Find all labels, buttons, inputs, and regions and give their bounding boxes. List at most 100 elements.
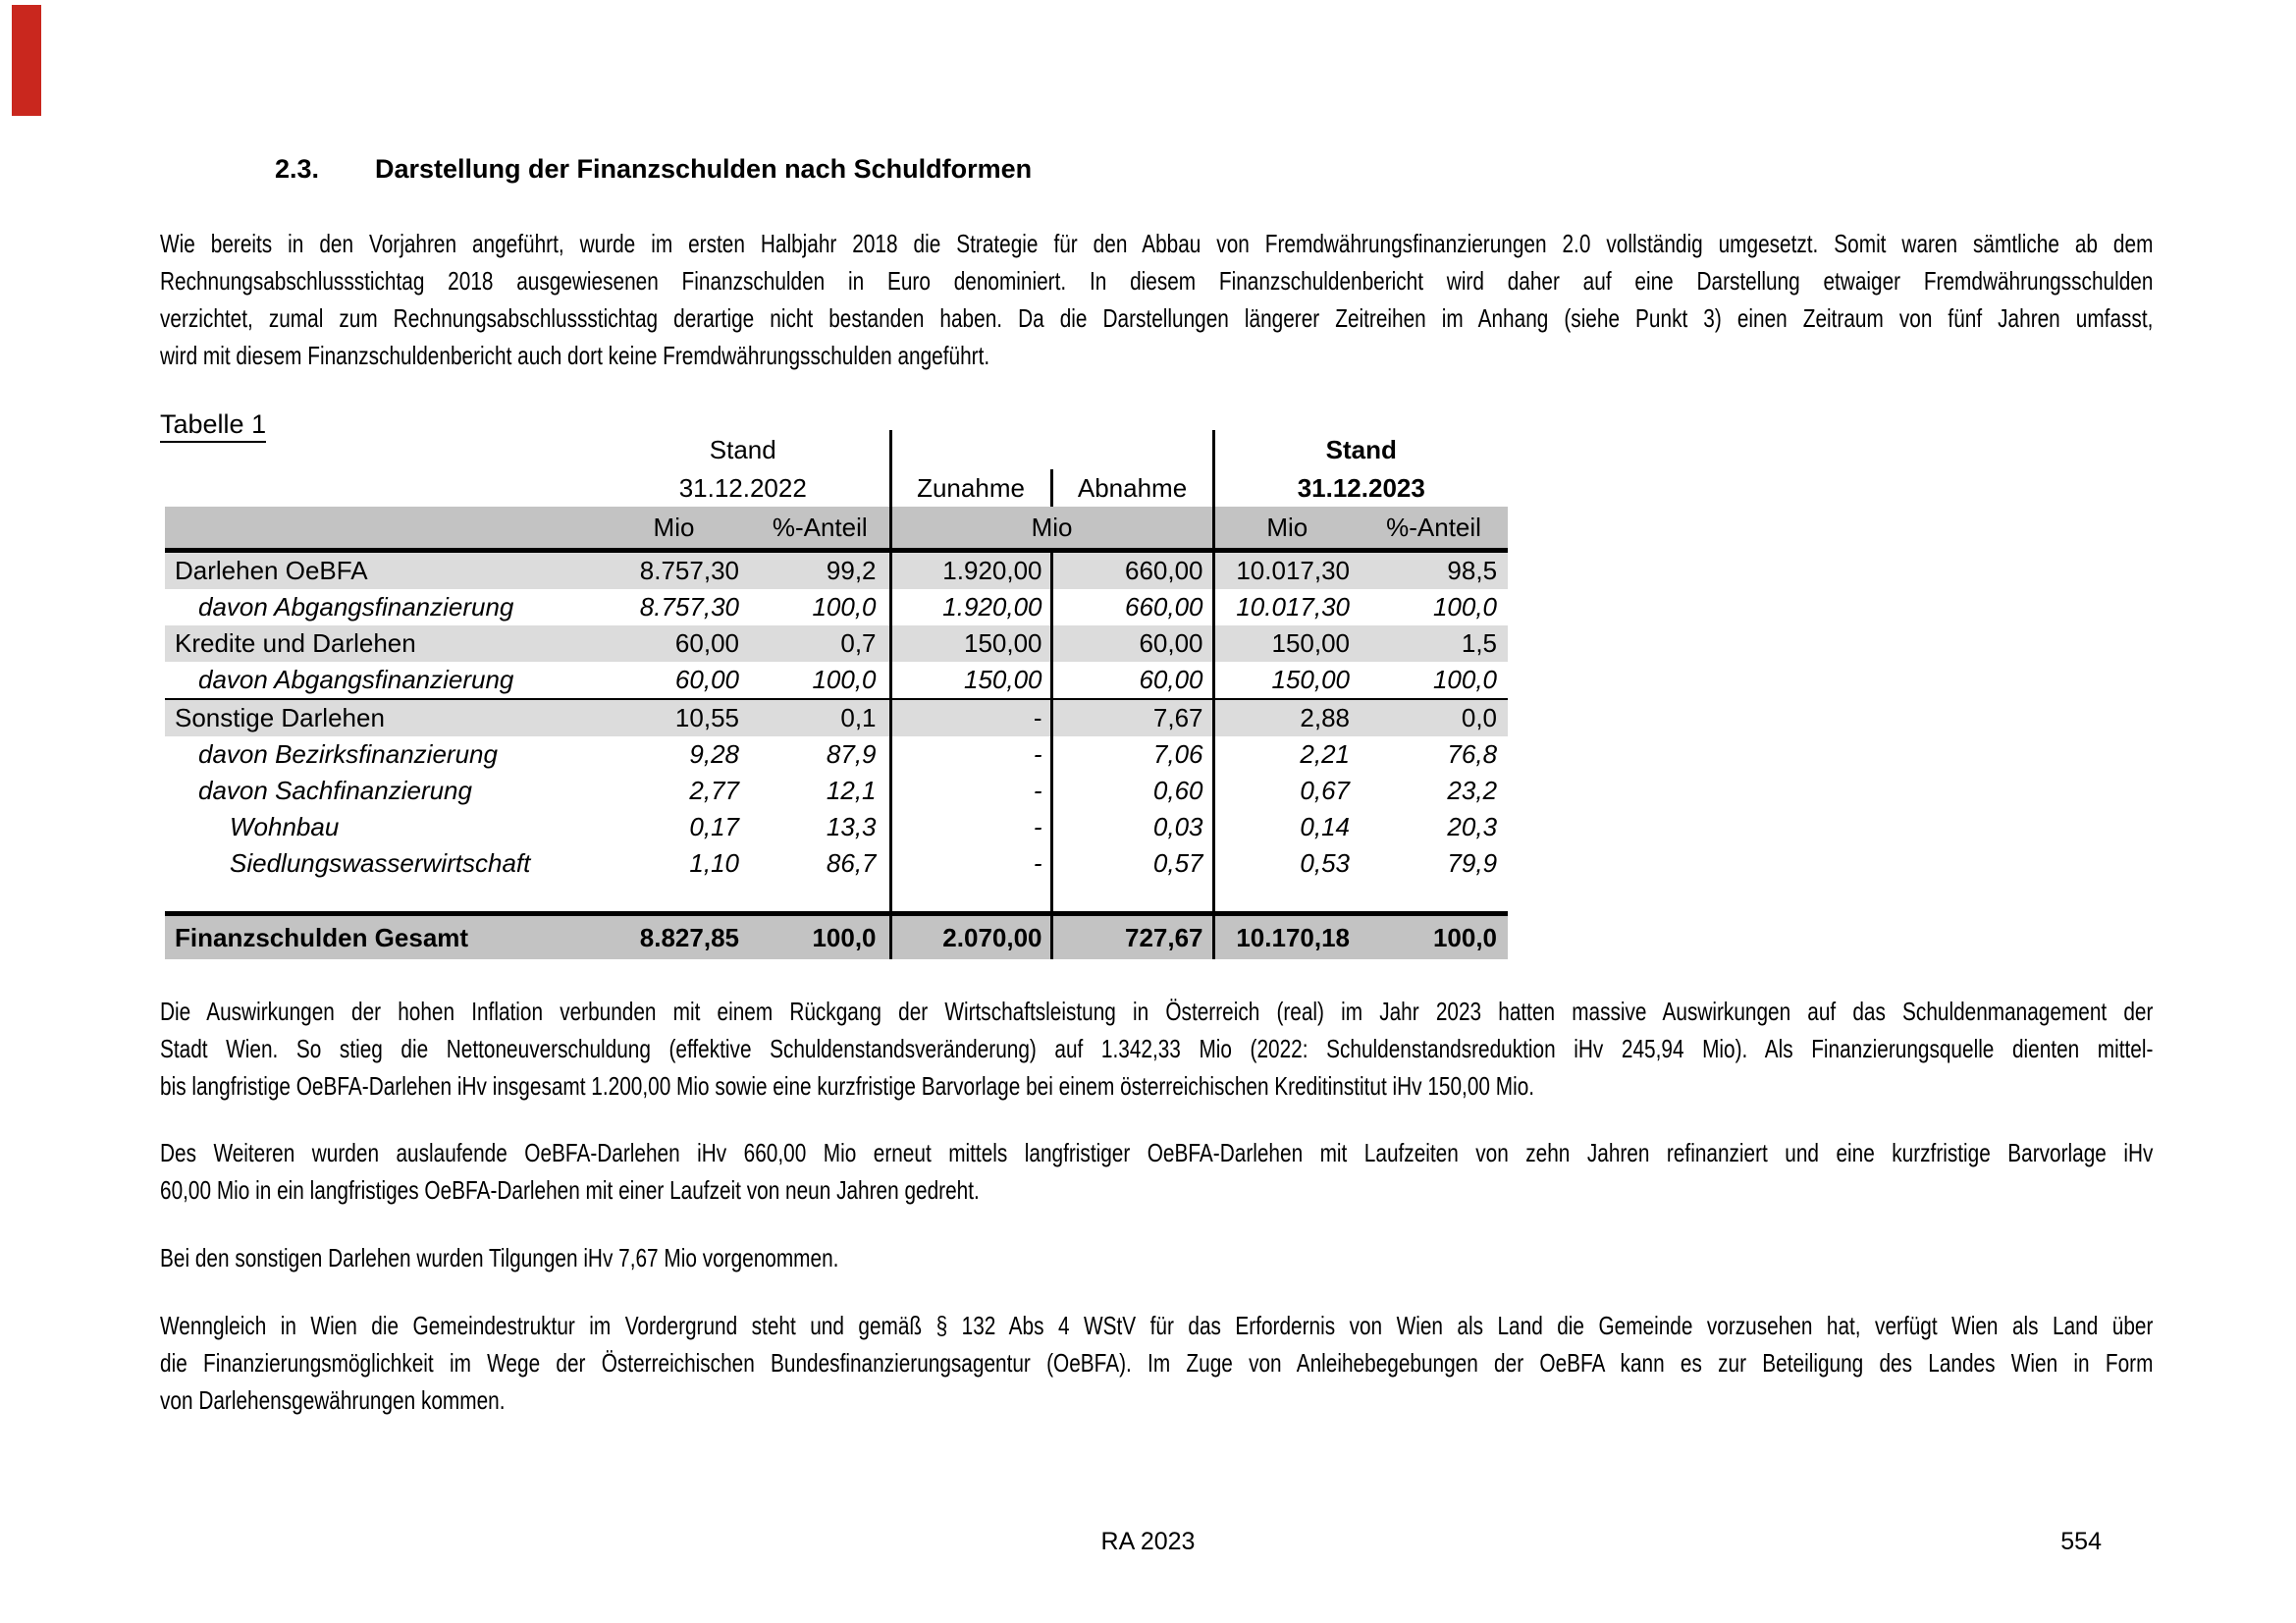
cell-value: 60,00: [597, 625, 751, 662]
table-body: Darlehen OeBFA 8.757,30 99,2 1.920,00 660,00…: [165, 550, 1509, 959]
paragraph-intro: Wie bereits in den Vorjahren angeführt, …: [160, 225, 2153, 374]
table-row: davon Abgangsfinanzierung 60,00 100,0 150,0…: [165, 662, 1508, 699]
paragraph-line: Wenngleich in Wien die Gemeindestruktur …: [160, 1311, 2154, 1340]
cell-value: 1.920,00: [888, 550, 1052, 589]
paragraph-line: Stadt Wien. So stieg die Nettoneuverschu…: [160, 1034, 2154, 1063]
header-empty-cell: [165, 507, 597, 553]
paragraph-line: Die Auswirkungen der hohen Inflation ver…: [160, 997, 2154, 1026]
paragraph-line: Des Weiteren wurden auslaufende OeBFA-Da…: [160, 1138, 2154, 1167]
table-row: Siedlungswasserwirtschaft 1,10 86,7-0,57 0,…: [165, 845, 1508, 882]
cell-value: 60,00: [1049, 625, 1214, 662]
header-mio-change: Mio: [888, 507, 1214, 553]
cell-value: -: [888, 809, 1052, 845]
paragraph-line: von Darlehensgewährungen kommen.: [160, 1385, 506, 1415]
cell-value: 100,0: [812, 665, 877, 694]
cell-value: 100,0: [1360, 911, 1509, 959]
footer-title: RA 2023: [1100, 1528, 1196, 1555]
cell-value: 0,17: [689, 812, 739, 841]
cell-value: 150,00: [1211, 662, 1361, 699]
header-empty-cell: [165, 469, 597, 507]
cell-value: -: [888, 698, 1052, 736]
cell-value: [1211, 882, 1361, 914]
cell-value: 150,00: [888, 662, 1052, 699]
header-date-2023: 31.12.2023: [1211, 469, 1509, 507]
paragraph-line: bis langfristige OeBFA-Darlehen iHv insg…: [160, 1071, 1535, 1101]
paragraph-line: Wie bereits in den Vorjahren angeführt, …: [160, 229, 2154, 258]
header-empty-cell: [888, 430, 1214, 469]
table-row: Kredite und Darlehen 60,00 0,7 150,00 60,00 1…: [165, 625, 1509, 662]
cell-value: 10,55: [597, 698, 751, 736]
row-label: Wohnbau: [230, 812, 340, 841]
paragraph-line: Rechnungsabschlussstichtag 2018 ausgewie…: [160, 266, 2154, 296]
cell-value: [1360, 882, 1508, 914]
section-number: 2.3.: [275, 154, 320, 184]
table-caption: Tabelle 1: [160, 409, 267, 443]
cell-value: [751, 882, 890, 914]
paragraph-refinanzierung: Des Weiteren wurden auslaufende OeBFA-Da…: [160, 1134, 2153, 1209]
cell-value: 10.017,30: [1211, 589, 1361, 625]
table-row: Darlehen OeBFA 8.757,30 99,2 1.920,00 660,00…: [165, 550, 1509, 589]
row-label: davon Abgangsfinanzierung: [198, 665, 514, 694]
header-stand-2022: Stand: [709, 434, 776, 464]
cell-value: 660,00: [1049, 550, 1214, 589]
cell-value: 99,2: [751, 550, 891, 589]
debt-table: Stand Stand 31.12.2022 Zunahme Abnahme 3…: [165, 430, 1509, 959]
cell-value: 100,0: [1432, 592, 1498, 622]
header-empty-cell: [165, 430, 597, 469]
cell-value: 8.757,30: [597, 550, 751, 589]
cell-value: [888, 882, 1052, 914]
header-mio-2022: Mio: [597, 507, 751, 553]
table-row: davon Bezirksfinanzierung 9,28 87,9-7,06 2,…: [165, 736, 1508, 773]
cell-value: 76,8: [1447, 739, 1498, 769]
cell-value: 0,1: [751, 698, 891, 736]
cell-value: 0,60: [1049, 773, 1214, 809]
header-mio-2023: Mio: [1211, 507, 1361, 553]
table-row: davon Abgangsfinanzierung 8.757,30 100,0 1.…: [165, 589, 1508, 625]
row-label: davon Abgangsfinanzierung: [198, 592, 514, 622]
paragraph-line: verzichtet, zumal zum Rechnungsabschluss…: [160, 303, 2154, 333]
cell-value: 100,0: [751, 911, 891, 959]
paragraph-oebfa: Wenngleich in Wien die Gemeindestruktur …: [160, 1307, 2153, 1419]
cell-value: 727,67: [1049, 911, 1214, 959]
cell-value: 7,06: [1049, 736, 1214, 773]
table-spacer-row: [165, 882, 1508, 914]
table-caption-text: Tabelle 1: [160, 409, 267, 443]
cell-value: 2.070,00: [888, 911, 1052, 959]
cell-value: -: [888, 736, 1052, 773]
cell-value: 2,88: [1211, 698, 1361, 736]
paragraph-inflation: Die Auswirkungen der hohen Inflation ver…: [160, 993, 2153, 1105]
paragraph-tilgungen: Bei den sonstigen Darlehen wurden Tilgun…: [160, 1239, 2153, 1276]
cell-value: 60,00: [674, 665, 739, 694]
paragraph-line: wird mit diesem Finanzschuldenbericht au…: [160, 341, 990, 370]
cell-value: 86,7: [826, 848, 877, 878]
header-zunahme: Zunahme: [888, 469, 1052, 507]
cell-value: 0,03: [1049, 809, 1214, 845]
cell-value: 100,0: [812, 592, 877, 622]
cell-value: 7,67: [1049, 698, 1214, 736]
cell-value: 10.170,18: [1211, 911, 1361, 959]
cell-value: 8.757,30: [639, 592, 739, 622]
cell-value: -: [888, 773, 1052, 809]
table-row: davon Sachfinanzierung 2,77 12,1-0,60 0,67 2…: [165, 773, 1508, 809]
footer-page-number: 554: [2060, 1528, 2102, 1555]
cell-value: 1,5: [1360, 625, 1509, 662]
row-label: Siedlungswasserwirtschaft: [230, 848, 531, 878]
cell-value: 100,0: [1432, 665, 1498, 694]
table-header-row-units: Mio %-Anteil Mio Mio %-Anteil: [165, 507, 1509, 553]
row-label: davon Bezirksfinanzierung: [198, 739, 498, 769]
cell-value: 20,3: [1447, 812, 1498, 841]
cell-value: 1.920,00: [888, 589, 1052, 625]
row-label: [165, 882, 597, 914]
header-stand-2023: Stand: [1211, 430, 1509, 469]
cell-value: 2,77: [689, 776, 739, 805]
cell-value: 150,00: [1211, 625, 1361, 662]
header-date-2022: 31.12.2022: [678, 472, 807, 503]
cell-value: 0,0: [1360, 698, 1509, 736]
cell-value: 0,7: [751, 625, 891, 662]
table-header: Stand Stand 31.12.2022 Zunahme Abnahme 3…: [165, 430, 1509, 553]
table-header-row-dates: 31.12.2022 Zunahme Abnahme 31.12.2023: [165, 469, 1509, 507]
cell-value: 1,10: [689, 848, 739, 878]
header-anteil-2022: %-Anteil: [751, 507, 891, 553]
row-label: davon Sachfinanzierung: [198, 776, 472, 805]
